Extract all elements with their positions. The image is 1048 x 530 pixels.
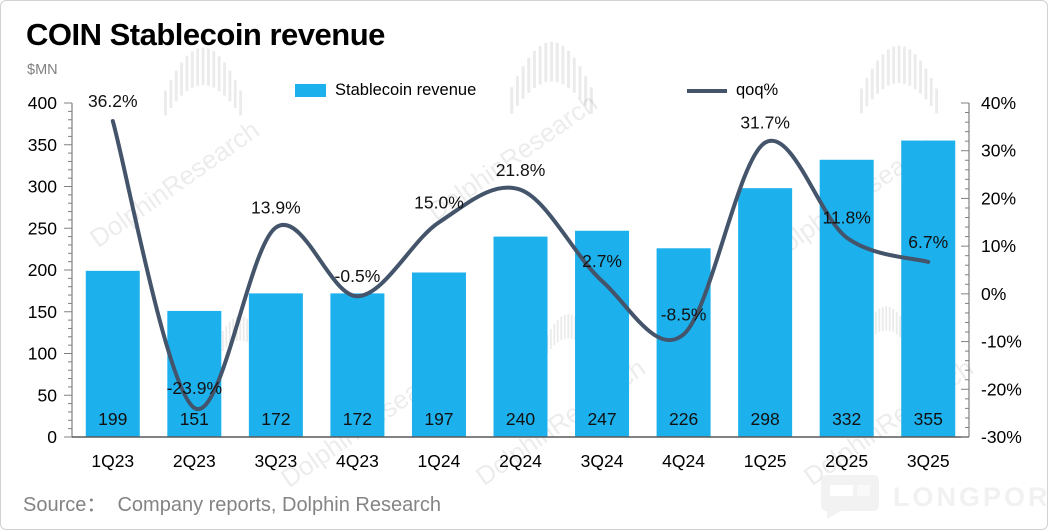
left-axis-tick-label: 200 [28, 260, 57, 280]
dolphin-watermark-text: DolphinResearch [760, 129, 941, 269]
qoq-data-label: 36.2% [88, 91, 138, 111]
qoq-data-label: 21.8% [496, 160, 546, 180]
dolphin-watermark-text: DolphinResearch [798, 352, 979, 492]
dolphin-watermark-bars-icon [510, 41, 593, 114]
legend-item-label: qoq% [736, 81, 779, 99]
right-axis-tick-label: 40% [981, 93, 1016, 113]
bar-value-label: 226 [669, 409, 698, 429]
dolphin-watermark-bars-icon [164, 47, 243, 116]
bar-value-label: 355 [914, 409, 943, 429]
qoq-data-label: 13.9% [251, 198, 301, 218]
bar-2Q25 [819, 159, 874, 437]
dolphin-watermark-text: DolphinResearch [84, 114, 265, 254]
bar-1Q23 [85, 270, 140, 437]
bar-4Q23 [330, 293, 385, 437]
bar-value-label: 172 [261, 409, 290, 429]
left-axis-tick-label: 250 [28, 218, 57, 238]
qoq-data-label: -0.5% [335, 266, 381, 286]
bar-value-label: 247 [587, 409, 616, 429]
right-axis-tick-label: -20% [981, 379, 1022, 399]
left-axis-tick-label: 150 [28, 302, 57, 322]
x-axis-tick-label: 4Q23 [336, 451, 379, 471]
x-axis-tick-label: 3Q24 [581, 451, 624, 471]
bar-2Q24 [493, 236, 548, 437]
right-axis-tick-label: 30% [981, 141, 1016, 161]
x-axis-tick-label: 3Q25 [907, 451, 950, 471]
left-axis-tick-label: 350 [28, 135, 57, 155]
qoq-data-label: 31.7% [740, 113, 790, 133]
qoq-data-label: 11.8% [823, 208, 871, 228]
bar-value-label: 332 [832, 409, 861, 429]
qoq-data-label: 15.0% [414, 192, 464, 212]
dolphin-watermark-bars-icon [214, 316, 266, 361]
right-axis-tick-label: -30% [981, 427, 1022, 447]
right-axis-tick-label: 10% [981, 236, 1016, 256]
left-axis-unit-label: $MN [27, 62, 58, 78]
longport-watermark-text: LONGPORT [893, 481, 1047, 512]
bar-3Q25 [901, 140, 956, 437]
dolphin-watermark-text: DolphinResearch [275, 354, 456, 494]
dolphin-watermark-bars-icon [860, 45, 939, 114]
x-axis-tick-label: 2Q24 [499, 451, 542, 471]
qoq-data-label: 2.7% [582, 251, 622, 271]
left-axis-tick-label: 0 [47, 427, 57, 447]
legend-item-qoq: qoq% [687, 81, 778, 100]
bar-value-label: 151 [180, 409, 209, 429]
dolphin-watermark-text: DolphinResearch [422, 87, 603, 227]
x-axis-tick-label: 2Q25 [825, 451, 868, 471]
legend-line-swatch-icon [687, 88, 727, 93]
bar-value-label: 172 [343, 409, 372, 429]
bar-value-label: 298 [751, 409, 780, 429]
x-axis-tick-label: 4Q24 [662, 451, 705, 471]
source-text: Source： Company reports, Dolphin Researc… [23, 494, 441, 516]
qoq-data-label: 6.7% [908, 232, 948, 252]
right-axis-tick-label: 0% [981, 284, 1006, 304]
x-axis-tick-label: 1Q25 [744, 451, 787, 471]
right-axis-tick-label: 20% [981, 188, 1016, 208]
bar-2Q23 [167, 310, 222, 437]
qoq-data-label: -23.9% [167, 378, 222, 398]
longport-logo-icon [821, 475, 879, 519]
x-axis-tick-label: 1Q23 [91, 451, 134, 471]
x-axis-tick-label: 2Q23 [173, 451, 216, 471]
chart-title: COIN Stablecoin revenue [26, 17, 385, 52]
bar-3Q23 [248, 293, 303, 437]
left-axis-tick-label: 50 [38, 385, 58, 405]
qoq-line [110, 119, 931, 411]
right-axis-tick-label: -10% [981, 332, 1022, 352]
legend-item-label: Stablecoin revenue [335, 81, 477, 99]
left-axis-tick-label: 100 [28, 344, 57, 364]
legend-bar-swatch-icon [295, 84, 326, 97]
bar-value-label: 199 [98, 409, 127, 429]
longport-watermark: LONGPORT [821, 475, 1047, 519]
qoq-data-label: -8.5% [661, 304, 707, 324]
left-axis-tick-label: 400 [28, 93, 57, 113]
bar-value-label: 197 [424, 409, 453, 429]
x-axis-tick-label: 3Q23 [254, 451, 297, 471]
bar-value-label: 240 [506, 409, 535, 429]
dolphin-watermark-bars-icon [542, 314, 594, 359]
legend-item-stablecoin-revenue: Stablecoin revenue [295, 81, 476, 100]
dolphin-watermark-bars-icon [860, 306, 912, 351]
bar-1Q24 [411, 272, 466, 437]
left-axis-tick-label: 300 [28, 177, 57, 197]
dolphin-watermark-text: DolphinResearch [470, 352, 651, 492]
x-axis-tick-label: 1Q24 [418, 451, 461, 471]
bar-1Q25 [738, 188, 793, 437]
bar-3Q24 [575, 230, 630, 437]
bar-4Q24 [656, 248, 711, 437]
